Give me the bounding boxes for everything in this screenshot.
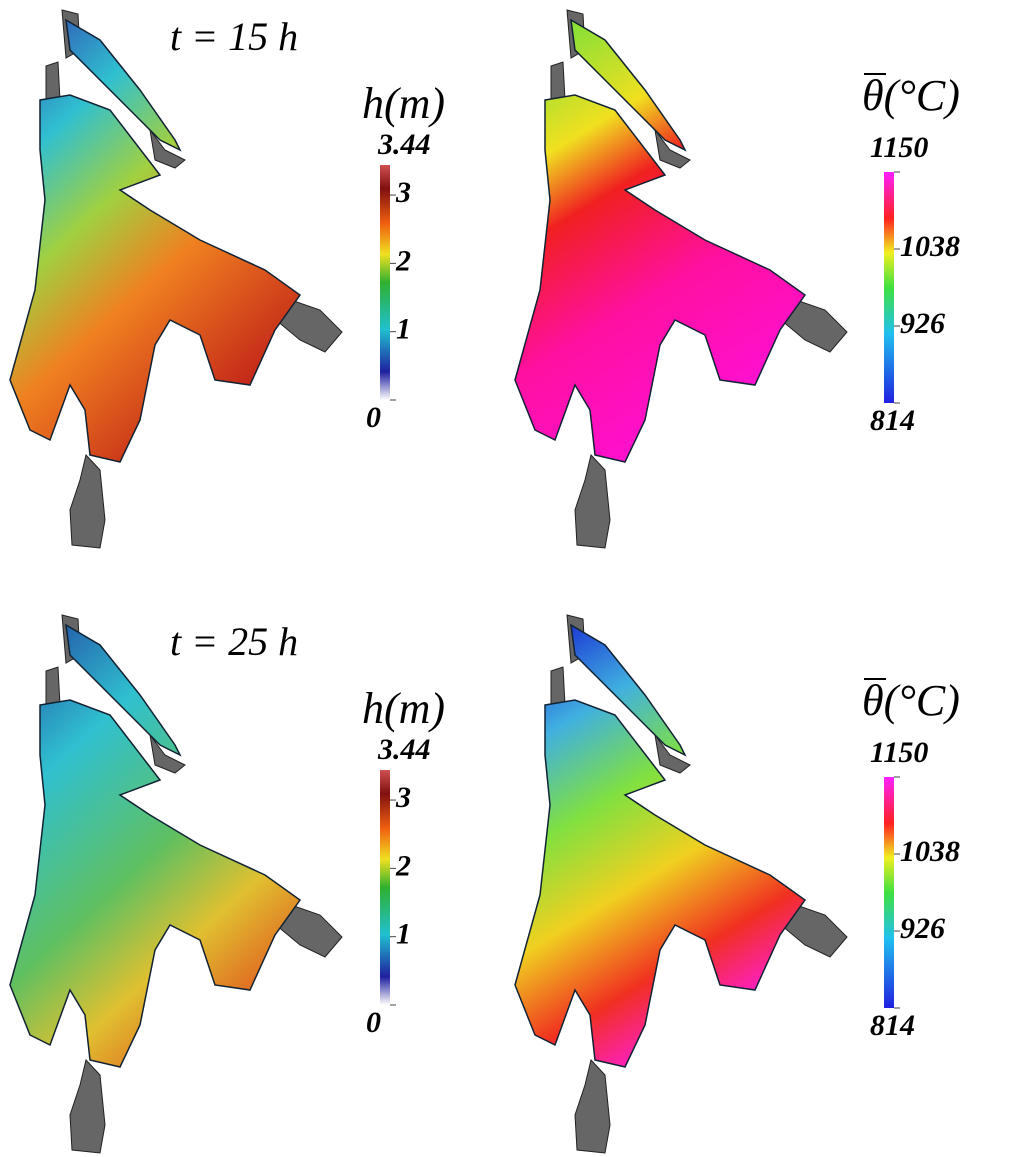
time-label: t = 25 h bbox=[170, 619, 298, 664]
tick-label: 3 bbox=[395, 781, 411, 814]
colorbar bbox=[380, 165, 390, 400]
colorbar-label: h(m) bbox=[362, 79, 445, 128]
colorbar-max-label: 3.44 bbox=[377, 733, 431, 766]
tick-label: 1038 bbox=[900, 835, 960, 868]
colorbar-label: θ(°C) bbox=[862, 71, 960, 120]
tick-label: 926 bbox=[900, 307, 945, 340]
tick-label: 3 bbox=[395, 176, 411, 209]
tick-label: 1150 bbox=[870, 131, 928, 164]
tick-label: 1 bbox=[396, 313, 411, 346]
colorbar-label: h(m) bbox=[362, 684, 445, 733]
tick-label: 0 bbox=[366, 401, 381, 434]
tick-label: 2 bbox=[395, 849, 411, 882]
tick-label: 926 bbox=[900, 912, 945, 945]
time-label: t = 15 h bbox=[170, 14, 298, 59]
colorbar bbox=[380, 770, 390, 1005]
tick-label: 814 bbox=[870, 1009, 915, 1042]
tick-label: 814 bbox=[870, 404, 915, 437]
tick-label: 2 bbox=[395, 244, 411, 277]
colorbar bbox=[884, 777, 894, 1008]
maps bbox=[9, 9, 848, 1154]
tick-label: 1038 bbox=[900, 230, 960, 263]
colorbar bbox=[884, 172, 894, 403]
tick-label: 1 bbox=[396, 918, 411, 951]
tick-label: 0 bbox=[366, 1006, 381, 1039]
tick-label: 1150 bbox=[870, 736, 928, 769]
colorbar-max-label: 3.44 bbox=[377, 128, 431, 161]
colorbar-label: θ(°C) bbox=[862, 676, 960, 725]
